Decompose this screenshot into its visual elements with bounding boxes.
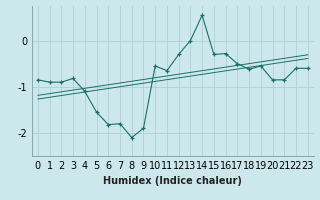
X-axis label: Humidex (Indice chaleur): Humidex (Indice chaleur) <box>103 176 242 186</box>
